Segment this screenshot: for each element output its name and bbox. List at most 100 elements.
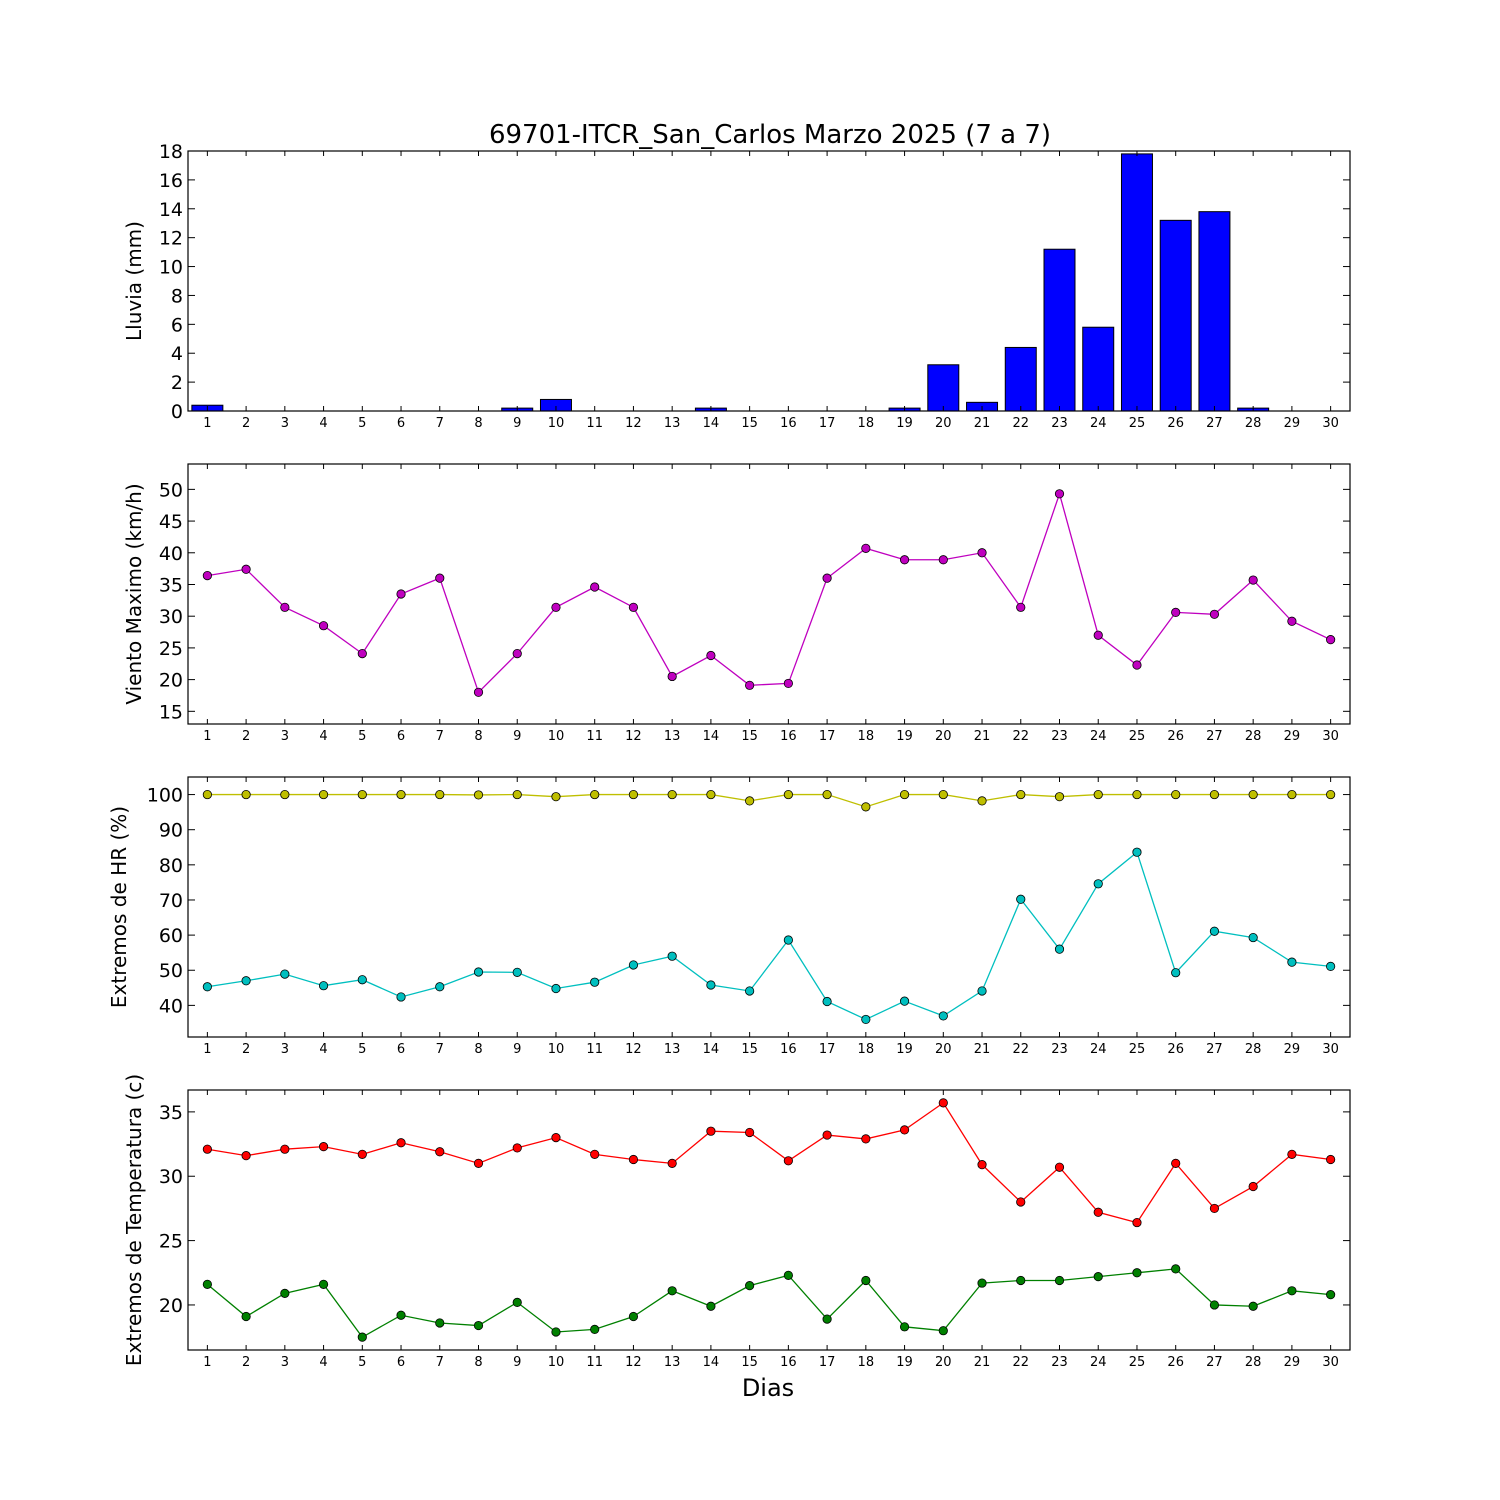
data-point xyxy=(899,1322,910,1332)
bar xyxy=(1198,211,1231,412)
x-tick-label: 22 xyxy=(1012,1042,1029,1057)
data-point xyxy=(667,789,677,800)
x-tick-label: 5 xyxy=(358,1042,366,1057)
data-point xyxy=(241,1311,251,1322)
data-point xyxy=(1209,926,1220,936)
x-tick-label: 12 xyxy=(625,1042,642,1057)
data-point xyxy=(1016,602,1026,612)
data-point xyxy=(512,1143,522,1153)
data-point xyxy=(1093,789,1103,800)
x-tick-label: 9 xyxy=(513,1355,521,1370)
x-tick-label: 7 xyxy=(436,1042,444,1057)
x-tick-label: 24 xyxy=(1090,1042,1107,1057)
x-tick-label: 3 xyxy=(281,416,289,431)
x-tick-label: 25 xyxy=(1129,1355,1146,1370)
chart-panels: 1 2 3 4 5 6 7 8 9 10 11 12 13 14 15 16 17 18 19 20 21 22 23 24 2… xyxy=(107,141,1351,1370)
data-point xyxy=(977,1160,987,1170)
data-point xyxy=(1326,1154,1336,1165)
x-tick-label: 26 xyxy=(1167,1042,1184,1057)
x-tick-label: 25 xyxy=(1129,416,1146,431)
data-point xyxy=(1054,792,1065,802)
x-tick-label: 1 xyxy=(203,729,211,744)
data-point xyxy=(977,796,987,806)
x-tick-label: 21 xyxy=(974,416,991,431)
x-tick-label: 5 xyxy=(358,416,366,431)
x-tick-label: 9 xyxy=(513,729,521,744)
plot-frame xyxy=(187,463,1351,725)
x-tick-label: 10 xyxy=(548,729,565,744)
plot-frame xyxy=(187,776,1351,1038)
series-line-1 xyxy=(207,491,1331,694)
x-tick-label: 22 xyxy=(1012,1355,1029,1370)
x-tick-label: 16 xyxy=(780,729,797,744)
x-tick-label: 8 xyxy=(474,1355,482,1370)
data-point xyxy=(241,1151,251,1161)
y-tick-label: 70 xyxy=(159,890,183,912)
x-tick-label: 13 xyxy=(664,416,681,431)
data-point xyxy=(899,1125,910,1135)
data-point xyxy=(590,977,600,987)
x-tick-label: 18 xyxy=(858,729,875,744)
y-tick-label: 45 xyxy=(159,511,183,533)
x-tick-label: 24 xyxy=(1090,416,1107,431)
data-point xyxy=(435,1147,445,1157)
data-point xyxy=(1326,789,1336,800)
series-line-1 xyxy=(207,793,1331,808)
data-point xyxy=(473,1320,484,1331)
x-tick-label: 25 xyxy=(1129,1042,1146,1057)
x-tick-label: 28 xyxy=(1245,416,1262,431)
data-point xyxy=(590,1324,600,1335)
x-tick-label: 20 xyxy=(935,1355,952,1370)
data-point xyxy=(590,582,600,592)
data-point xyxy=(280,789,290,800)
x-tick-label: 21 xyxy=(974,729,991,744)
y-tick-label: 20 xyxy=(159,1295,183,1317)
y-tick-label: 6 xyxy=(171,314,183,336)
data-point xyxy=(628,1154,639,1165)
series-line-1 xyxy=(207,1101,1331,1224)
x-tick-label: 23 xyxy=(1051,1355,1068,1370)
x-tick-label: 10 xyxy=(548,1355,565,1370)
x-tick-label: 14 xyxy=(703,416,720,431)
x-tick-label: 27 xyxy=(1206,729,1223,744)
data-point xyxy=(1171,1264,1181,1274)
data-point xyxy=(280,1144,290,1154)
x-tick-label: 26 xyxy=(1167,416,1184,431)
x-tick-label: 12 xyxy=(625,416,642,431)
y-tick-label: 35 xyxy=(159,574,183,596)
panel-hr: 1 2 3 4 5 6 7 8 9 10 11 12 13 14 15 16 17 18 19 20 21 22 23 24 2… xyxy=(107,776,1351,1057)
x-tick-label: 27 xyxy=(1206,416,1223,431)
data-point xyxy=(628,602,639,612)
data-point xyxy=(1093,879,1103,889)
x-tick-label: 28 xyxy=(1245,1042,1262,1057)
data-point xyxy=(1287,1149,1297,1159)
data-point xyxy=(512,1297,522,1307)
data-point xyxy=(280,602,290,612)
data-point xyxy=(783,1270,793,1280)
y-tick-label: 0 xyxy=(171,401,183,423)
x-tick-label: 20 xyxy=(935,1042,952,1057)
x-tick-label: 12 xyxy=(625,729,642,744)
data-point xyxy=(861,1275,871,1286)
x-tick-label: 24 xyxy=(1090,729,1107,744)
data-point xyxy=(396,1138,406,1148)
data-point xyxy=(1132,660,1142,670)
x-tick-label: 9 xyxy=(513,416,521,431)
x-tick-label: 2 xyxy=(242,1355,250,1370)
x-tick-label: 14 xyxy=(703,729,720,744)
x-tick-label: 6 xyxy=(397,1042,405,1057)
x-tick-label: 27 xyxy=(1206,1042,1223,1057)
x-tick-label: 6 xyxy=(397,1355,405,1370)
data-point xyxy=(396,1310,406,1320)
bar xyxy=(927,364,960,412)
y-tick-label: 14 xyxy=(159,199,183,221)
data-point xyxy=(435,982,445,992)
x-tick-label: 19 xyxy=(896,729,913,744)
x-tick-label: 20 xyxy=(935,729,952,744)
data-point xyxy=(1016,1275,1026,1286)
x-tick-label: 15 xyxy=(741,1355,758,1370)
y-tick-label: 16 xyxy=(159,170,183,192)
x-tick-label: 8 xyxy=(474,729,482,744)
data-point xyxy=(783,935,793,945)
data-point xyxy=(1054,489,1065,499)
